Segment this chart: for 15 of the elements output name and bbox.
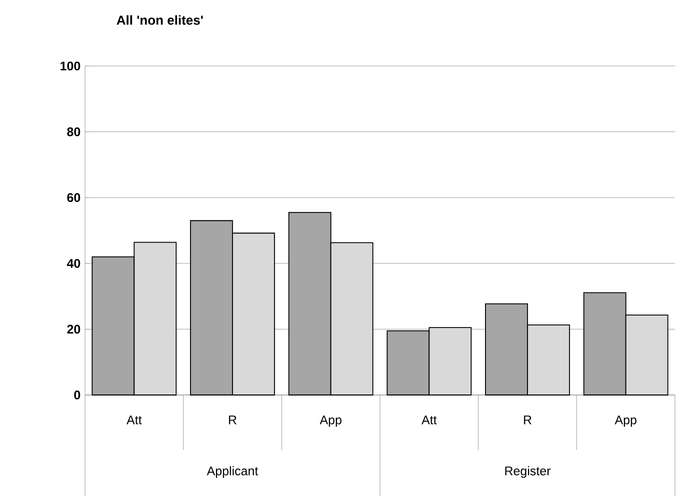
chart-title: All 'non elites' [116, 15, 203, 25]
y-tick-label: 20 [67, 324, 80, 334]
y-tick-label: 60 [67, 193, 80, 202]
y-tick-label: 100 [60, 61, 80, 70]
x-tick-label: App [320, 416, 342, 427]
x-tick-label: Att [422, 416, 437, 424]
y-tick-label: 0 [74, 390, 80, 400]
text: Applicant [206, 466, 258, 478]
x-tick-label: R [229, 416, 236, 424]
y-tick-label: 40 [66, 258, 80, 268]
y-tick-label: 80 [67, 127, 80, 136]
x-tick-label: Att [126, 416, 142, 424]
text: Register [505, 466, 551, 478]
x-tick-label: App [614, 416, 636, 427]
x-tick-label: R [524, 416, 532, 424]
